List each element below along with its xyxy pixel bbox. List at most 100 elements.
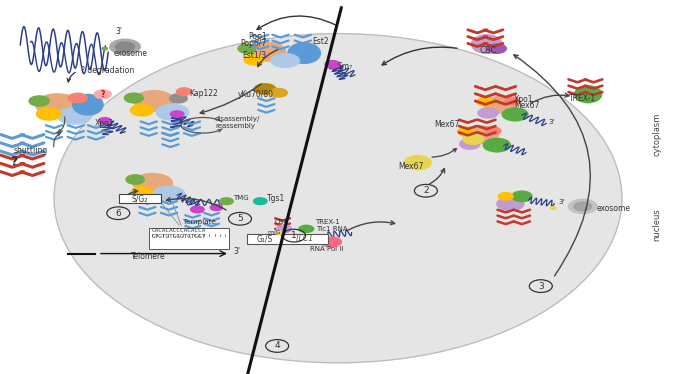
Ellipse shape xyxy=(487,44,506,53)
Ellipse shape xyxy=(276,225,291,233)
Text: CACACACCCACACCA: CACACACCCACACCA xyxy=(152,228,206,233)
Text: 5: 5 xyxy=(237,214,243,223)
Text: RNA Pol II: RNA Pol II xyxy=(310,246,344,252)
Ellipse shape xyxy=(244,55,264,65)
Text: Mex67: Mex67 xyxy=(514,101,539,110)
Text: Tgs1: Tgs1 xyxy=(267,194,285,203)
Text: Est1/3: Est1/3 xyxy=(242,51,266,60)
Ellipse shape xyxy=(54,34,622,363)
Text: m₇G: m₇G xyxy=(268,230,281,236)
Ellipse shape xyxy=(574,202,592,211)
Ellipse shape xyxy=(497,197,524,211)
Text: Sm₇: Sm₇ xyxy=(338,62,353,71)
Text: TLC1: TLC1 xyxy=(295,234,314,243)
Ellipse shape xyxy=(210,205,222,211)
Ellipse shape xyxy=(35,94,80,116)
Ellipse shape xyxy=(463,134,483,144)
Text: ? degradation: ? degradation xyxy=(81,66,135,75)
Ellipse shape xyxy=(502,108,528,121)
Ellipse shape xyxy=(498,193,513,200)
Text: 3': 3' xyxy=(115,27,122,36)
Text: nucleus: nucleus xyxy=(652,208,662,241)
Ellipse shape xyxy=(68,94,87,103)
Text: CBC: CBC xyxy=(274,219,288,225)
Text: TREX-1: TREX-1 xyxy=(315,220,340,226)
Text: 3': 3' xyxy=(233,246,240,255)
Ellipse shape xyxy=(569,199,597,214)
Ellipse shape xyxy=(299,225,314,233)
Text: cytoplasm: cytoplasm xyxy=(652,113,662,156)
Text: TMG: TMG xyxy=(233,195,249,201)
Text: CBC: CBC xyxy=(479,46,497,55)
Ellipse shape xyxy=(254,198,267,205)
Ellipse shape xyxy=(512,191,532,202)
Text: Xpo1: Xpo1 xyxy=(95,119,114,128)
Ellipse shape xyxy=(131,187,153,198)
Text: Mex67: Mex67 xyxy=(434,120,460,129)
Ellipse shape xyxy=(57,108,91,124)
Text: 3': 3' xyxy=(558,199,564,205)
Ellipse shape xyxy=(153,186,185,201)
Ellipse shape xyxy=(478,108,498,118)
Ellipse shape xyxy=(460,139,480,149)
Text: shuttling: shuttling xyxy=(14,146,48,155)
Text: Mex67: Mex67 xyxy=(398,162,424,171)
Ellipse shape xyxy=(276,231,283,234)
Text: 4: 4 xyxy=(274,341,280,350)
Text: Xpo1: Xpo1 xyxy=(514,95,533,104)
Text: disassembly/
reassembly: disassembly/ reassembly xyxy=(215,116,260,129)
Ellipse shape xyxy=(483,138,510,152)
Ellipse shape xyxy=(254,84,276,94)
Ellipse shape xyxy=(176,88,191,95)
Ellipse shape xyxy=(170,111,184,117)
Ellipse shape xyxy=(270,89,287,97)
Ellipse shape xyxy=(321,237,341,247)
Ellipse shape xyxy=(170,94,187,103)
Ellipse shape xyxy=(325,61,340,68)
Ellipse shape xyxy=(191,206,204,213)
FancyBboxPatch shape xyxy=(247,234,281,244)
Ellipse shape xyxy=(116,42,135,52)
Text: 3': 3' xyxy=(549,119,555,125)
Ellipse shape xyxy=(404,156,431,170)
Text: GTGTGTGGGTGTGGT: GTGTGTGGGTGTGGT xyxy=(152,234,206,239)
Text: 2: 2 xyxy=(423,186,429,195)
Ellipse shape xyxy=(458,127,475,136)
FancyBboxPatch shape xyxy=(119,194,161,203)
Text: Pop1: Pop1 xyxy=(248,32,267,41)
Text: Template: Template xyxy=(183,219,216,225)
Ellipse shape xyxy=(464,126,498,143)
Ellipse shape xyxy=(29,96,49,106)
Ellipse shape xyxy=(238,44,256,53)
Ellipse shape xyxy=(271,54,299,68)
Ellipse shape xyxy=(73,95,103,115)
Text: exosome: exosome xyxy=(596,204,630,213)
Ellipse shape xyxy=(472,35,502,53)
Text: TREX-1: TREX-1 xyxy=(569,94,596,103)
Text: Est2: Est2 xyxy=(312,37,329,46)
Text: G₁/S: G₁/S xyxy=(256,234,272,243)
Text: ?: ? xyxy=(101,90,105,99)
Text: 6: 6 xyxy=(116,209,121,218)
Ellipse shape xyxy=(99,117,111,123)
Text: exosome: exosome xyxy=(114,49,147,58)
Text: Kap122: Kap122 xyxy=(189,89,218,98)
Text: ?: ? xyxy=(10,154,18,168)
Ellipse shape xyxy=(133,174,172,193)
Text: Pop6/7: Pop6/7 xyxy=(240,39,266,47)
Ellipse shape xyxy=(550,206,556,209)
FancyBboxPatch shape xyxy=(281,234,328,244)
Ellipse shape xyxy=(220,198,233,205)
Ellipse shape xyxy=(486,127,501,135)
Ellipse shape xyxy=(126,175,145,184)
Ellipse shape xyxy=(130,105,153,116)
Ellipse shape xyxy=(288,43,320,64)
Ellipse shape xyxy=(484,96,516,113)
Ellipse shape xyxy=(505,97,520,105)
Ellipse shape xyxy=(156,104,189,120)
Ellipse shape xyxy=(477,98,493,106)
Text: Tlc1 RNA: Tlc1 RNA xyxy=(316,226,348,232)
Text: 1: 1 xyxy=(291,231,297,240)
Ellipse shape xyxy=(134,91,174,111)
Ellipse shape xyxy=(94,90,111,98)
